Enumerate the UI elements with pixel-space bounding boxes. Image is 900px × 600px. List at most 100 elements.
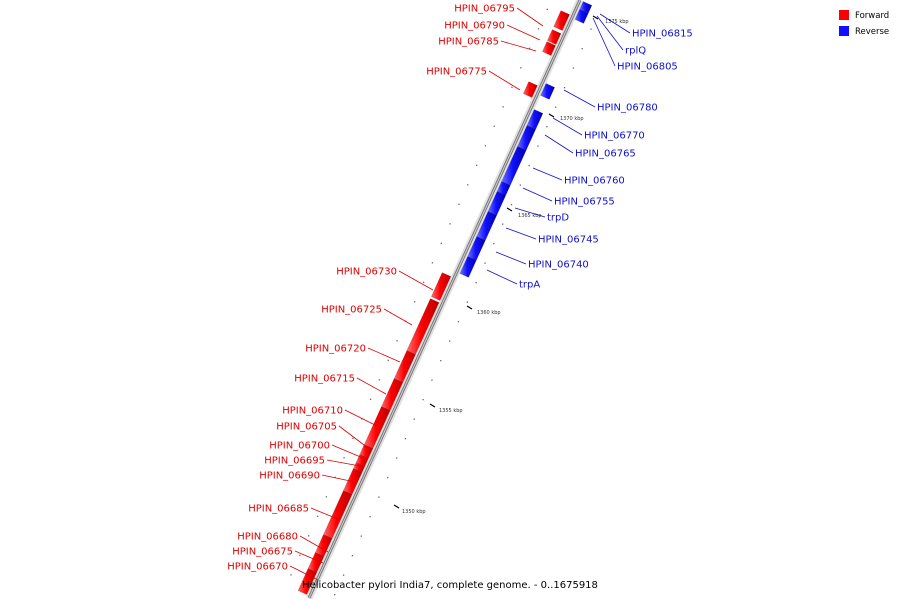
minor-tick-dot <box>555 106 557 108</box>
minor-tick-dot <box>334 593 336 596</box>
minor-tick-dot <box>431 262 434 264</box>
axis-ticks: 1350 kbp 1355 kbp 1360 kbp 1365 kbp 1370 kbp… <box>290 8 629 596</box>
minor-tick-dot <box>378 379 381 381</box>
minor-tick-dot <box>572 67 575 69</box>
minor-tick-dot <box>308 535 310 537</box>
label-leader-line <box>486 269 518 285</box>
label-leader-line <box>563 89 596 108</box>
minor-tick-dot <box>404 437 407 440</box>
gene-features <box>297 1 593 595</box>
minor-tick-dot <box>458 203 460 205</box>
gene-label: HPIN_06770 <box>584 131 645 142</box>
gene-label: HPIN_06680 <box>237 532 298 543</box>
minor-tick-dot <box>422 281 425 283</box>
minor-tick-dot <box>493 242 495 245</box>
gene-label: HPIN_06755 <box>554 197 615 208</box>
minor-tick-dot <box>449 223 451 225</box>
minor-tick-dot <box>352 437 354 439</box>
label-leader-line <box>522 187 553 202</box>
forward-gene-block <box>546 29 562 45</box>
label-leader-line <box>505 227 537 240</box>
gene-label: HPIN_06740 <box>528 260 589 271</box>
minor-tick-dot <box>528 47 531 49</box>
minor-tick-dot <box>422 398 424 401</box>
minor-tick-dot <box>431 379 433 381</box>
minor-tick-dot <box>590 28 592 30</box>
minor-tick-dot <box>414 301 416 303</box>
gene-label: HPIN_06700 <box>269 441 330 452</box>
axis-tick-label: 1360 kbp <box>477 310 501 316</box>
reverse-gene-block <box>517 125 536 151</box>
minor-tick-dot <box>528 164 530 167</box>
minor-tick-dot <box>351 554 354 557</box>
gene-label: HPIN_06710 <box>282 406 343 417</box>
minor-tick-dot <box>519 184 521 186</box>
label-leader-line <box>367 347 401 363</box>
legend-reverse-swatch <box>839 26 849 36</box>
gene-label: HPIN_06670 <box>227 562 288 573</box>
reverse-gene-block <box>540 83 556 100</box>
minor-tick-dot <box>369 515 371 518</box>
label-leader-line <box>500 40 537 52</box>
genome-caption: Helicobacter pylori India7, complete gen… <box>302 580 598 591</box>
minor-tick-dot <box>387 359 389 361</box>
gene-label: HPIN_06675 <box>232 547 293 558</box>
minor-tick-dot <box>334 476 336 478</box>
label-leader-line <box>294 550 324 564</box>
axis-tick-mark <box>466 305 473 310</box>
minor-tick-dot <box>537 28 540 30</box>
gene-label: trpA <box>519 280 540 291</box>
minor-tick-dot <box>440 242 442 244</box>
minor-tick-dot <box>546 8 548 10</box>
reverse-gene-block <box>467 236 486 261</box>
gene-label: HPIN_06745 <box>538 235 599 246</box>
minor-tick-dot <box>396 340 398 342</box>
gene-label: HPIN_06695 <box>264 456 325 467</box>
gene-label: HPIN_06725 <box>321 305 382 316</box>
minor-tick-dot <box>581 47 583 50</box>
minor-tick-dot <box>413 418 415 420</box>
minor-tick-dot <box>360 535 362 537</box>
minor-tick-dot <box>343 457 345 459</box>
minor-tick-dot <box>299 554 301 556</box>
minor-tick-dot <box>493 125 495 127</box>
axis-tick-mark <box>548 113 555 118</box>
label-leader-line <box>532 167 563 181</box>
minor-tick-dot <box>342 574 345 576</box>
label-leader-line <box>544 134 574 154</box>
genome-backbone <box>305 0 584 600</box>
gene-label: HPIN_06795 <box>454 4 515 15</box>
gene-label: HPIN_06775 <box>426 67 487 78</box>
minor-tick-dot <box>520 67 522 69</box>
axis-tick-mark <box>506 207 513 212</box>
gene-label: HPIN_06705 <box>276 422 337 433</box>
gene-label: HPIN_06720 <box>305 344 366 355</box>
forward-gene-block <box>297 568 318 595</box>
minor-tick-dot <box>511 86 513 88</box>
label-leader-line <box>516 7 544 27</box>
legend-forward-label: Forward <box>855 11 889 21</box>
axis-tick-label: 1350 kbp <box>402 509 426 515</box>
gene-label: HPIN_06815 <box>632 29 693 40</box>
minor-tick-dot <box>457 320 460 323</box>
reverse-gene-block <box>526 109 544 130</box>
minor-tick-dot <box>290 574 292 576</box>
minor-tick-dot <box>475 281 477 284</box>
minor-tick-dot <box>395 457 398 459</box>
forward-gene-block <box>553 10 570 31</box>
minor-tick-dot <box>484 145 487 147</box>
reverse-gene-block <box>574 9 589 24</box>
gene-label: HPIN_06785 <box>438 37 499 48</box>
label-leader-line <box>326 459 361 467</box>
minor-tick-dot <box>466 301 468 303</box>
label-leader-line <box>596 15 624 51</box>
legend-reverse-label: Reverse <box>855 27 889 37</box>
minor-tick-dot <box>563 86 566 89</box>
minor-tick-dot <box>361 418 363 420</box>
minor-tick-dot <box>502 223 504 225</box>
minor-tick-dot <box>537 145 539 147</box>
gene-label: HPIN_06765 <box>575 149 636 160</box>
gene-label: HPIN_06690 <box>259 471 320 482</box>
minor-tick-dot <box>475 164 478 166</box>
gene-label: trpD <box>547 213 569 224</box>
